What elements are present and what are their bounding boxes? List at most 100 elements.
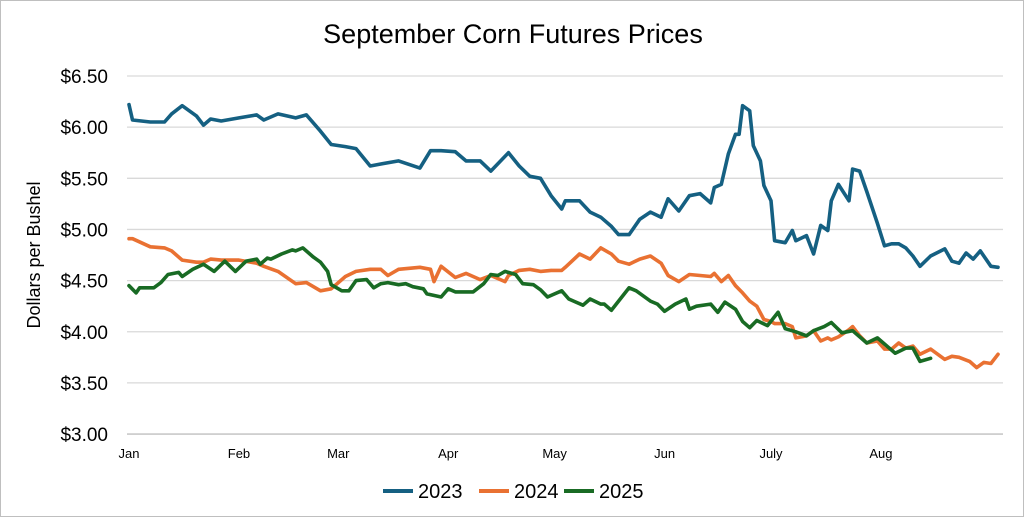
data-point-2025 [280,252,283,256]
x-tick-label: Mar [327,446,350,461]
data-point-2024 [826,336,830,340]
data-point-2024 [677,280,681,284]
data-point-2025 [166,273,170,276]
data-point-2025 [471,290,475,294]
data-point-2023 [858,169,862,173]
data-point-2025 [301,246,305,250]
data-point-2024 [560,268,564,272]
data-point-2024 [687,273,691,276]
data-point-2025 [269,257,273,261]
data-point-2023 [453,150,457,154]
data-point-2023 [202,123,205,127]
data-point-2025 [397,283,401,287]
data-point-2024 [819,339,823,343]
data-point-2023 [170,112,174,116]
data-point-2025 [766,324,769,328]
data-point-2024 [762,318,766,321]
data-point-2024 [982,360,986,364]
data-point-2025 [687,307,691,311]
y-tick-label: $4.00 [60,323,108,344]
data-point-2024 [975,366,979,370]
data-point-2025 [514,273,518,276]
data-point-2025 [134,291,138,295]
data-point-2025 [453,290,457,294]
data-point-2023 [237,116,241,120]
data-point-2025 [379,282,383,286]
data-point-2025 [340,289,344,293]
data-point-2023 [964,251,968,255]
data-point-2024 [755,304,759,308]
data-point-2025 [684,297,688,301]
data-point-2023 [219,119,223,123]
data-point-2023 [989,264,993,268]
legend-item-2025: 2025 [564,481,644,503]
data-point-2024 [329,287,333,291]
data-point-2023 [748,109,752,113]
data-point-2025 [446,287,450,291]
data-point-2025 [212,269,216,273]
data-point-2023 [904,246,908,250]
data-point-2025 [929,356,933,360]
y-axis-label: Dollars per Bushel [24,181,44,328]
data-point-2025 [840,331,844,335]
data-point-2025 [365,278,369,282]
data-point-2023 [666,197,670,201]
data-point-2024 [968,359,972,363]
data-point-2024 [304,281,308,285]
data-point-2023 [769,199,773,203]
data-point-2025 [574,300,578,304]
data-point-2024 [170,249,174,253]
data-point-2025 [588,297,592,301]
x-tick-label: Apr [438,446,459,461]
legend-label: 2024 [514,481,559,503]
data-point-2025 [152,286,156,290]
data-point-2025 [911,346,915,350]
gridlines [127,75,1003,435]
data-point-2023 [726,152,730,156]
data-point-2024 [996,352,1000,356]
data-point-2023 [996,265,1000,269]
data-point-2024 [539,269,542,273]
data-point-2024 [503,280,507,284]
data-point-2025 [567,297,571,301]
data-point-2023 [539,176,542,180]
data-point-2024 [989,362,993,365]
data-point-2025 [829,321,833,324]
data-point-2025 [326,269,330,273]
data-point-2025 [546,295,549,299]
data-point-2025 [503,269,507,273]
data-point-2023 [127,103,131,107]
data-point-2025 [560,289,564,293]
data-point-2024 [719,280,723,284]
data-point-2024 [950,354,954,358]
x-tick-labels: Jan Feb Mar Apr May Jun July Aug [119,446,893,461]
data-point-2024 [262,264,266,268]
y-tick-label: $3.50 [60,374,108,395]
data-point-2023 [851,167,855,171]
data-point-2024 [237,258,241,262]
data-point-2025 [425,292,429,296]
data-point-2023 [609,224,613,228]
data-point-2023 [528,174,532,178]
data-point-2024 [578,252,581,256]
data-point-2025 [202,262,205,266]
data-point-2023 [971,257,975,261]
data-point-2025 [294,249,298,253]
data-point-2023 [659,215,663,219]
x-tick-label: July [759,446,783,461]
data-point-2024 [638,257,642,261]
series-line-2023 [127,102,1000,270]
data-point-2023 [819,223,823,227]
legend-label: 2023 [418,481,463,503]
data-point-2023 [829,199,833,203]
data-point-2025 [776,310,780,314]
x-tick-label: May [542,446,567,461]
data-point-2025 [539,288,542,292]
legend-item-2024: 2024 [479,481,559,503]
data-point-2024 [617,259,620,263]
data-point-2024 [294,282,298,286]
data-point-2025 [531,283,535,287]
data-point-2023 [627,233,631,237]
data-point-2024 [276,269,280,273]
y-tick-label: $3.00 [60,425,108,446]
